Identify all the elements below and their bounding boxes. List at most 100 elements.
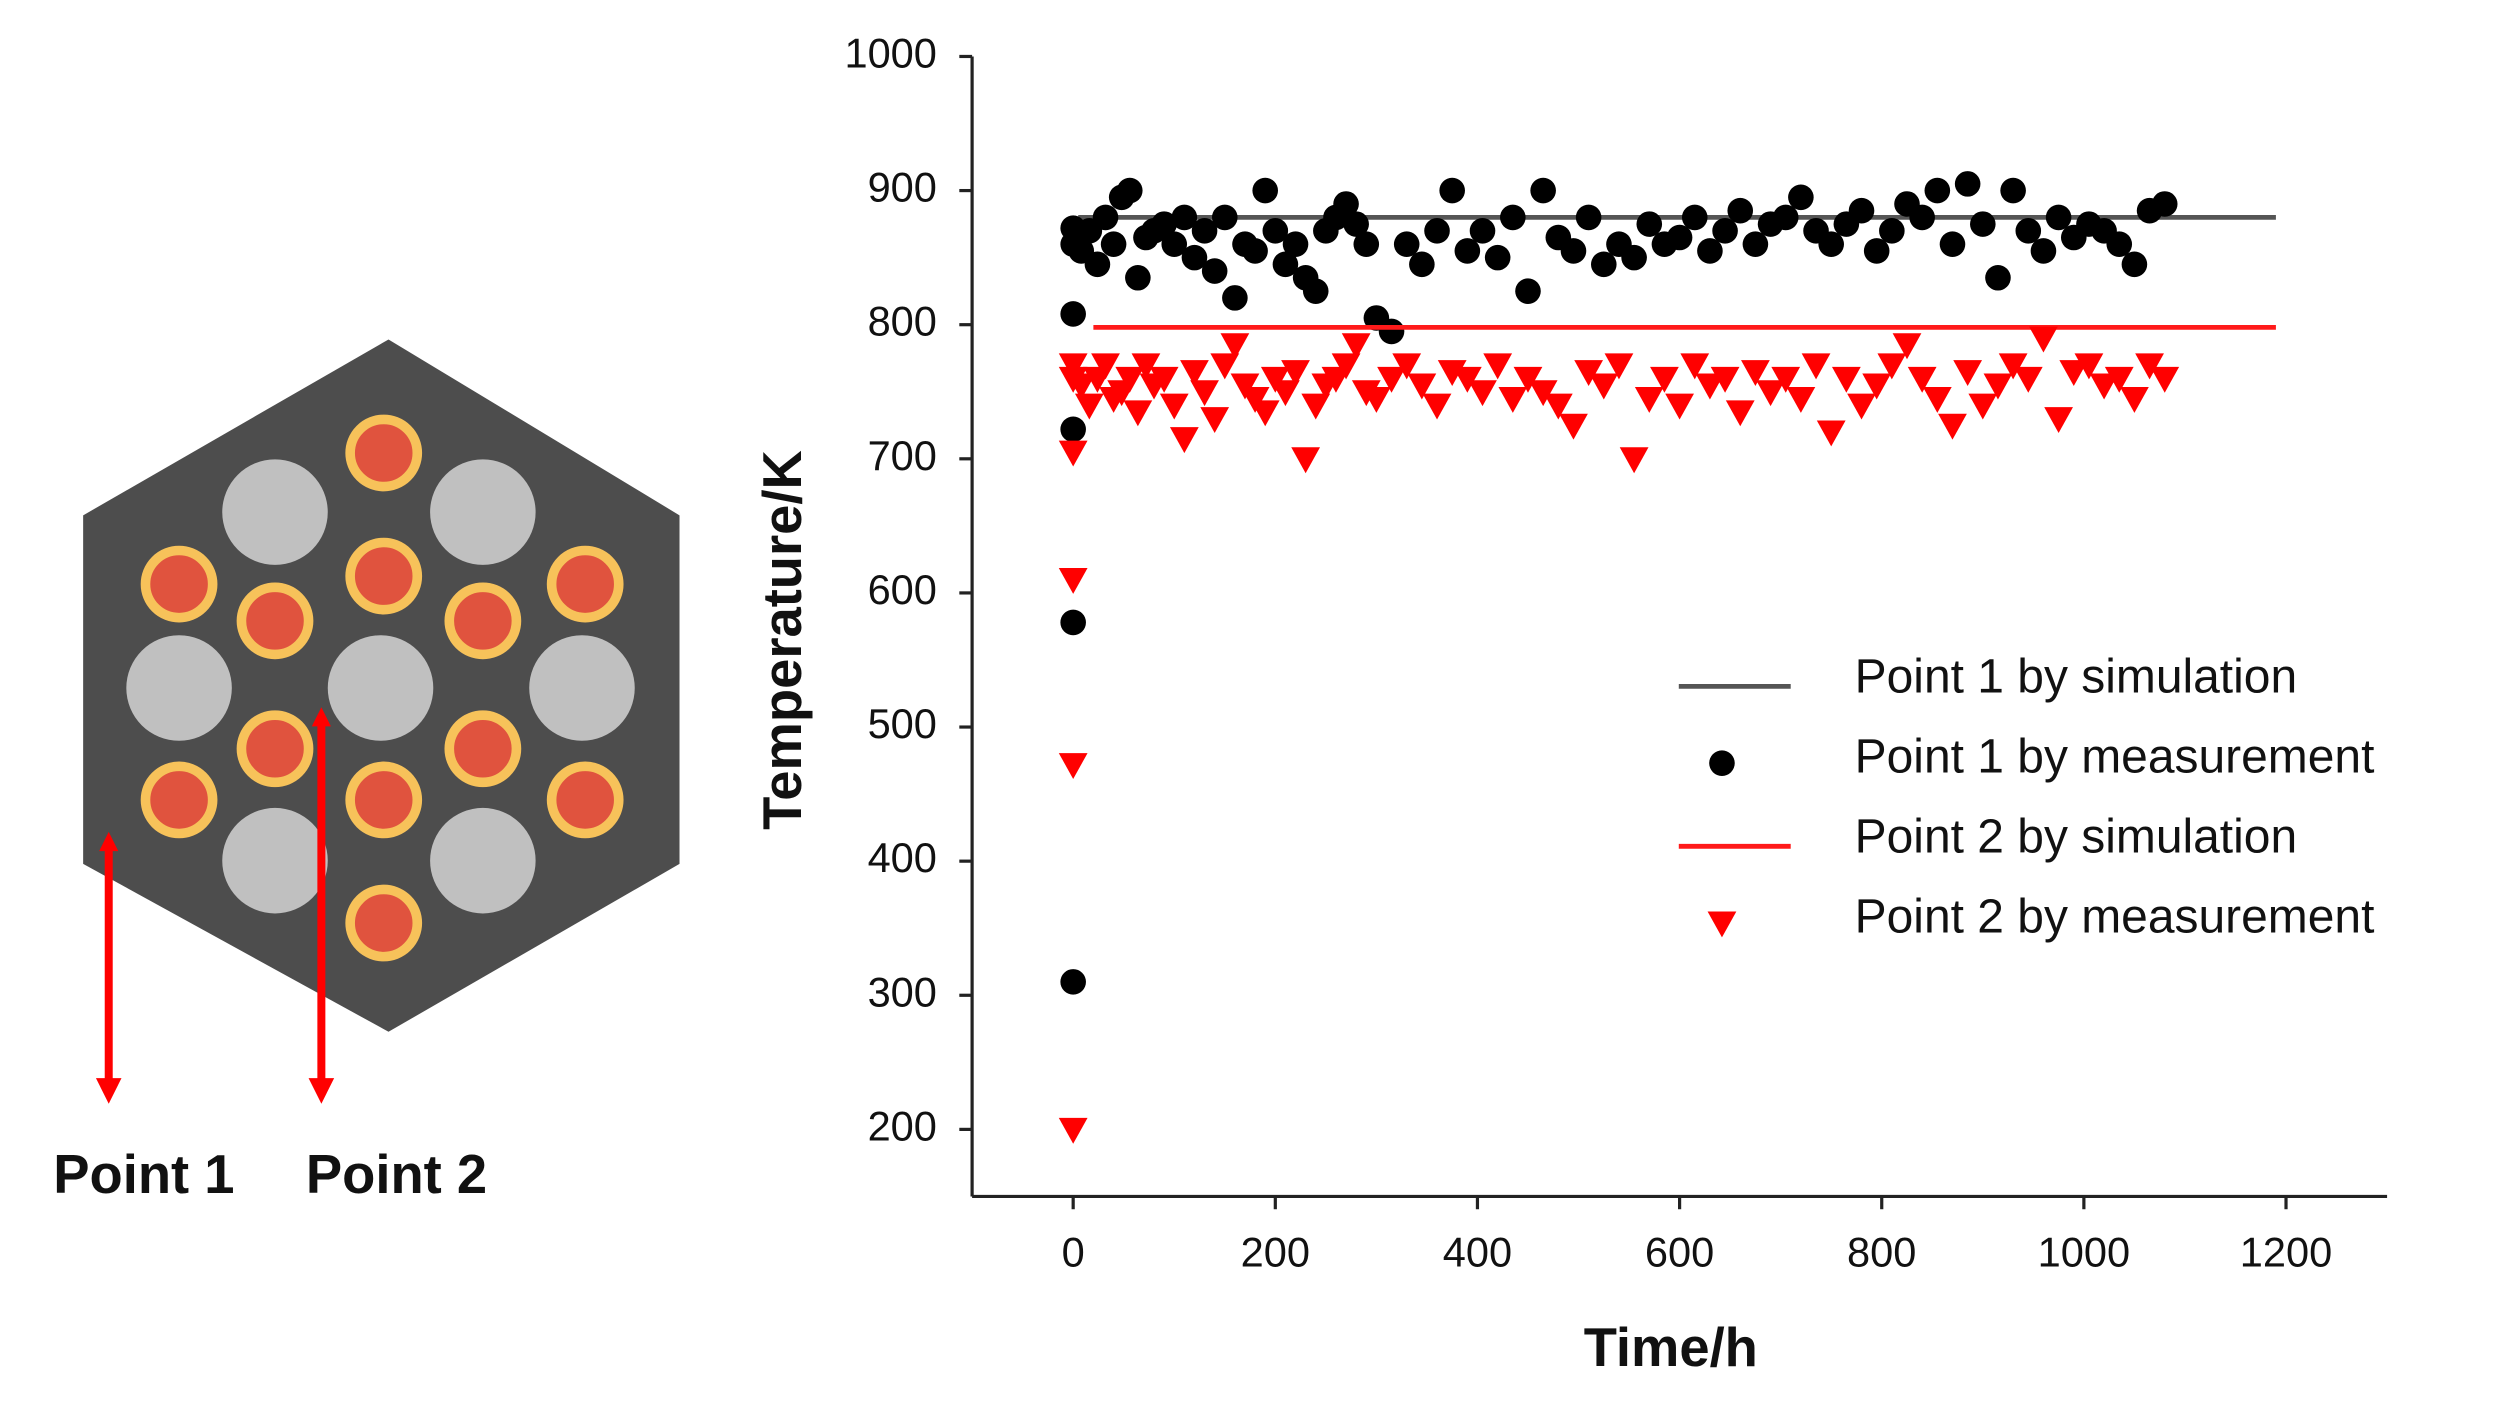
data-point [1422,393,1452,420]
data-point [1058,440,1088,467]
data-point [1985,264,2011,291]
data-point [1149,366,1179,393]
data-point [1361,386,1391,413]
data-point [1727,197,1754,224]
data-point [2120,386,2149,413]
legend-label: Point 1 by simulation [1855,651,2297,704]
data-point [2151,191,2178,217]
data-point [2106,231,2133,258]
data-point [1666,224,1693,251]
data-point [1407,373,1437,400]
x-tick-label: 0 [1062,1229,1085,1276]
data-point [1907,366,1937,393]
data-point [1353,231,1380,258]
data-point [1483,353,1513,380]
data-point [1543,393,1573,420]
data-point [1201,258,1228,284]
data-point [1392,353,1422,380]
data-point [1200,407,1230,433]
data-point [1892,333,1922,360]
data-point [1681,204,1708,231]
data-point [1939,231,1966,258]
data-point [1242,238,1268,264]
data-point [2045,204,2072,231]
data-point [1575,204,1602,231]
data-point [2013,366,2043,393]
x-tick-label: 600 [1645,1229,1714,1276]
data-point [1058,1117,1088,1144]
data-point [1210,353,1240,380]
data-point [1500,204,1526,231]
data-point [1801,353,1831,380]
data-point [1847,393,1876,420]
data-point [1377,366,1406,393]
data-point [1409,251,1435,278]
data-point [1180,360,1209,387]
data-point [1771,366,1801,393]
data-point [1454,238,1481,264]
data-point [1393,231,1420,258]
data-point [1862,373,1892,400]
data-point [1559,413,1588,440]
data-point [1272,251,1299,278]
data-point [1191,218,1218,244]
data-point [1169,427,1199,454]
data-point [1181,244,1208,271]
data-point [1604,353,1634,380]
data-point [1123,400,1153,427]
data-point [1230,373,1260,400]
data-point [1291,447,1321,474]
data-point [1302,278,1329,304]
data-point [1786,386,1816,413]
data-point [1756,380,1785,407]
data-point [1437,360,1467,387]
y-tick-label: 800 [868,298,937,345]
data-point [1530,177,1556,204]
data-point [1560,238,1587,264]
x-tick-label: 800 [1847,1229,1916,1276]
data-point [1058,753,1088,779]
data-point [1301,393,1331,420]
data-point [1879,218,1905,244]
data-point [1695,373,1725,400]
data-point [1125,264,1151,291]
y-tick-label: 700 [868,432,937,479]
data-point [1710,366,1740,393]
y-axis-title: Temperature/K [752,450,813,830]
data-point [1742,231,1769,258]
data-point [1924,177,1951,204]
data-point [1953,360,1983,387]
legend-swatch [1709,750,1735,776]
data-point [1741,360,1770,387]
data-point [1260,366,1290,393]
x-axis-title: Time/h [1584,1317,1758,1378]
data-point [1262,218,1289,244]
data-point [1250,400,1280,427]
point-label: Point 1 [53,1144,234,1205]
data-point [1252,177,1278,204]
data-point [1074,393,1104,420]
data-point [1282,231,1309,258]
data-point [1528,380,1558,407]
data-point [1970,211,1996,237]
data-point [1058,353,1088,380]
data-point [2000,177,2026,204]
data-point [1968,393,1998,420]
data-point [1725,400,1755,427]
data-point [2044,407,2073,433]
data-point [1515,278,1541,304]
data-point [1343,211,1369,237]
data-point [1424,218,1450,244]
data-point [1100,231,1127,258]
data-point [1066,373,1096,400]
data-point [2104,366,2134,393]
data-point [1452,366,1482,393]
data-point [1281,360,1310,387]
data-point [1060,416,1086,443]
data-point [1378,318,1405,345]
data-point [1954,171,1981,197]
data-point [1712,218,1738,244]
point-label: Point 2 [306,1144,487,1205]
data-point [1058,568,1088,594]
